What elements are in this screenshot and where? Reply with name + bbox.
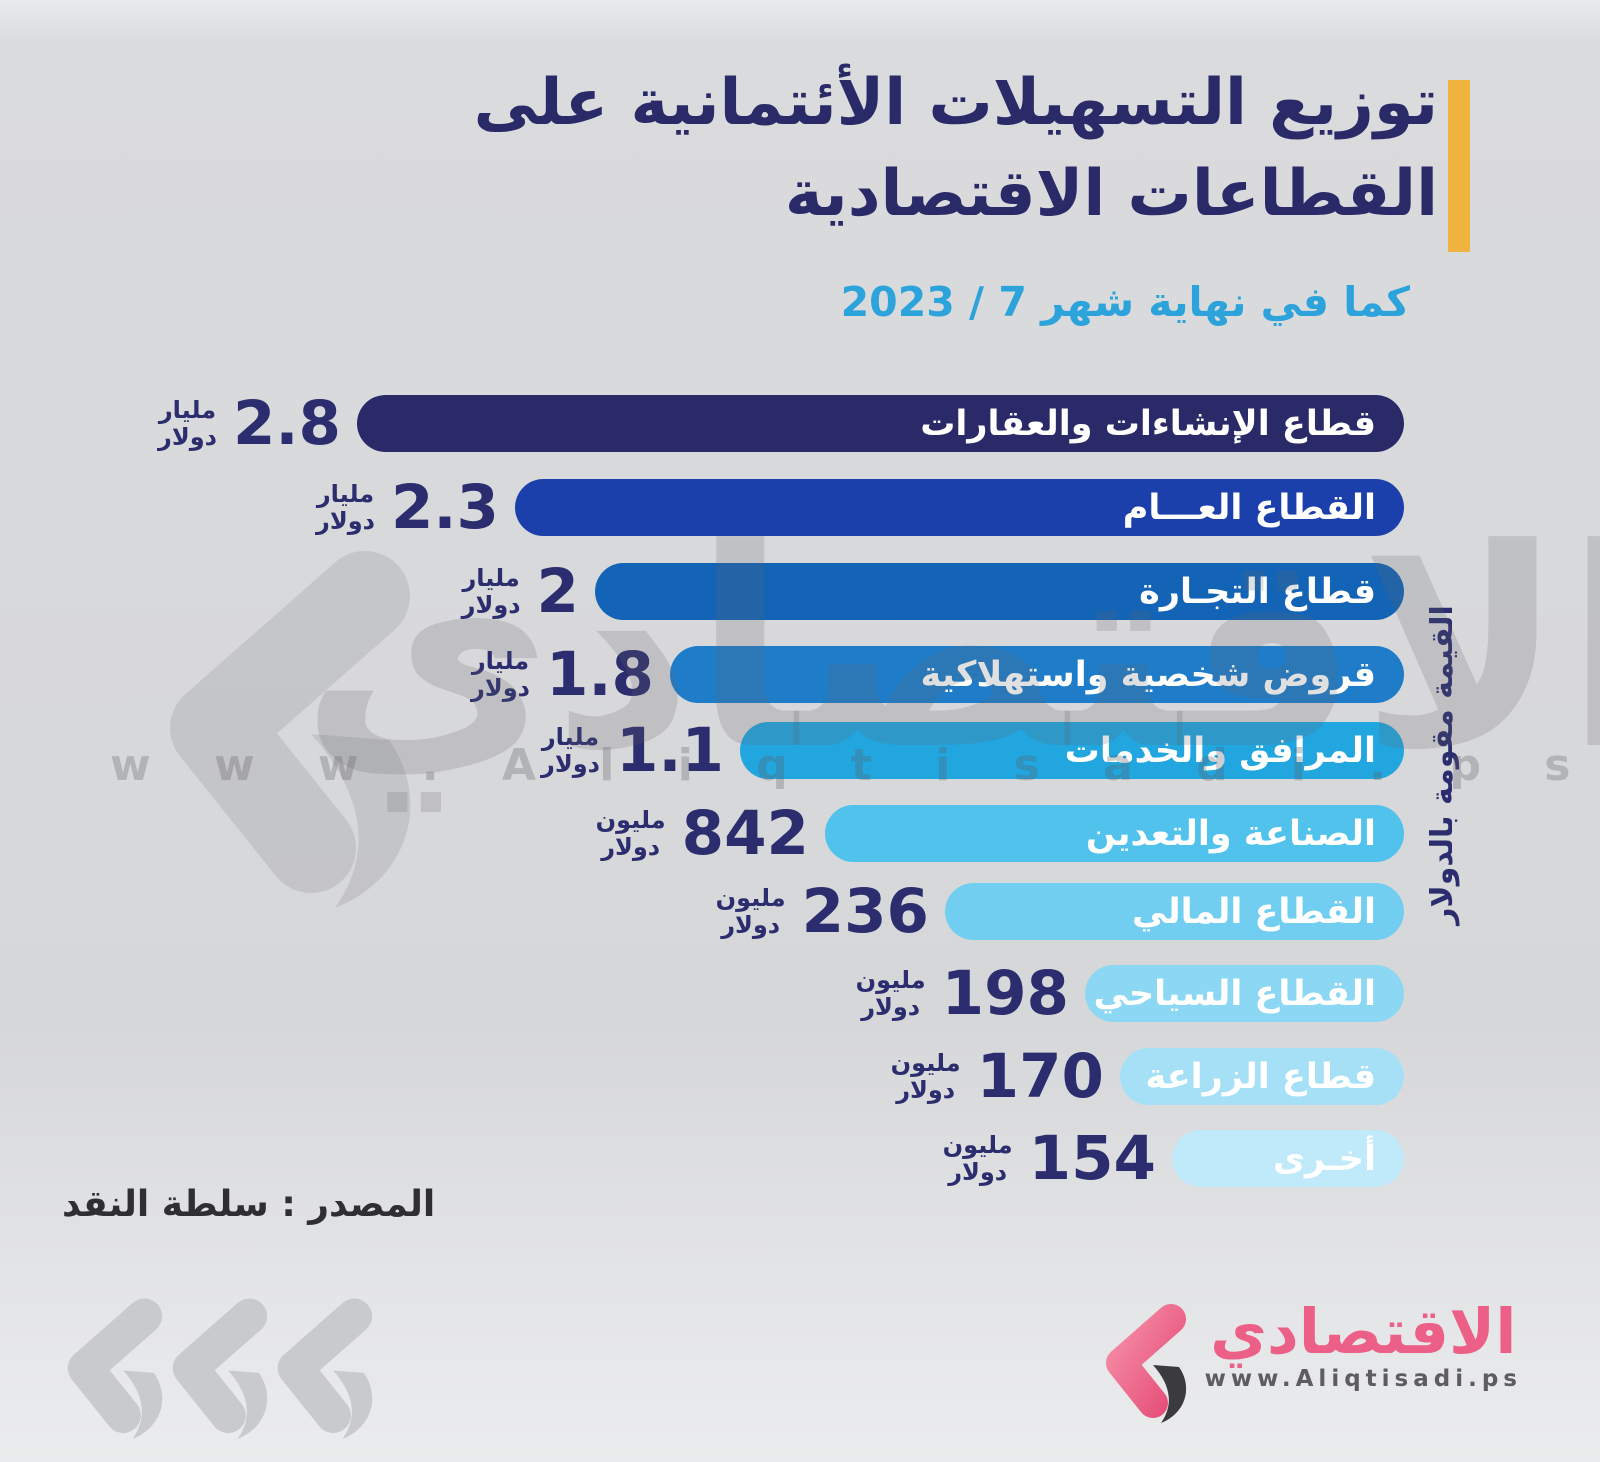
bar-label: قطاع التجـارة [1139, 571, 1376, 612]
bar-label: الصناعة والتعدين [1085, 813, 1376, 854]
bar-unit: مليار دولار [158, 396, 217, 451]
footer-chevrons [50, 1288, 410, 1458]
bar-segment: قروض شخصية واستهلاكية [670, 646, 1404, 703]
chevron-icon [172, 1298, 268, 1439]
page-subtitle: كما في نهاية شهر 7 / 2023 [840, 278, 1410, 326]
bar-value: 198 [941, 958, 1069, 1029]
logo-wordmark: الاقتصادي [1210, 1295, 1517, 1368]
aliqtisadi-logo: الاقتصادي www.Aliqtisadi.ps [1091, 1295, 1522, 1426]
chevron-icon [67, 1298, 163, 1439]
bar-unit: مليار دولار [461, 564, 521, 619]
bar-value: 2.3 [390, 472, 499, 543]
bar-segment: القطاع السياحي [1085, 965, 1404, 1022]
logo-url: www.Aliqtisadi.ps [1204, 1366, 1522, 1393]
bar-label: قطاع الإنشاءات والعقارات [920, 403, 1376, 444]
bar-unit: مليون دولار [595, 806, 666, 861]
chart-row: القطاع المالي 236 مليون دولار [715, 876, 1404, 947]
chart-row: المرافق والخدمات 1.1 مليار دولار [541, 715, 1404, 786]
axis-unit-note: القيمة مقومة بالدولار [1425, 605, 1460, 925]
bar-value: 2.8 [232, 388, 341, 459]
bar-segment: قطاع الإنشاءات والعقارات [357, 395, 1404, 452]
chevron-icon [277, 1298, 373, 1439]
chart-row: أخـرى 154 مليون دولار [942, 1123, 1404, 1194]
bar-unit: مليار دولار [541, 723, 600, 778]
bar-value: 1.8 [545, 639, 654, 710]
bar-value: 236 [801, 876, 929, 947]
bar-label: قطاع الزراعة [1145, 1056, 1376, 1097]
bar-unit: مليار دولار [316, 480, 375, 535]
page-title-line1: توزيع التسهيلات الأئتمانية على [473, 66, 1438, 140]
chart-row: قطاع الزراعة 170 مليون دولار [890, 1041, 1404, 1112]
bar-unit: مليون دولار [942, 1131, 1013, 1186]
aliqtisadi-logo-icon [1105, 1304, 1186, 1423]
bar-value: 154 [1028, 1123, 1156, 1194]
bar-segment: قطاع التجـارة [595, 563, 1404, 620]
source-note: المصدر : سلطة النقد [62, 1184, 436, 1225]
page-title-line2: القطاعات الاقتصادية [784, 156, 1438, 231]
chart-row: القطاع السياحي 198 مليون دولار [855, 958, 1404, 1029]
bar-segment: قطاع الزراعة [1120, 1048, 1404, 1105]
bar-unit: مليون دولار [890, 1049, 961, 1104]
bar-segment: القطاع المالي [945, 883, 1404, 940]
bar-label: المرافق والخدمات [1064, 730, 1376, 771]
chart-row: قروض شخصية واستهلاكية 1.8 مليار دولار [471, 639, 1404, 710]
bar-value: 170 [976, 1041, 1104, 1112]
bar-label: قروض شخصية واستهلاكية [920, 654, 1376, 695]
bar-label: القطاع السياحي [1093, 973, 1376, 1014]
bar-label: أخـرى [1272, 1138, 1376, 1179]
page-title: توزيع التسهيلات الأئتمانية على القطاعات … [474, 58, 1438, 240]
bar-value: 2 [536, 556, 579, 627]
bar-unit: مليون دولار [855, 966, 926, 1021]
title-accent-bar [1448, 80, 1470, 252]
bar-value: 1.1 [615, 715, 724, 786]
bar-label: القطاع المالي [1132, 891, 1376, 932]
chart-row: قطاع الإنشاءات والعقارات 2.8 مليار دولار [158, 388, 1404, 459]
bar-label: القطاع العـــام [1122, 487, 1376, 528]
watermark-swoosh-icon [170, 551, 411, 908]
chart-row: القطاع العـــام 2.3 مليار دولار [316, 472, 1404, 543]
bar-segment: القطاع العـــام [515, 479, 1404, 536]
bar-segment: الصناعة والتعدين [825, 805, 1404, 862]
chart-row: قطاع التجـارة 2 مليار دولار [461, 556, 1404, 627]
bar-unit: مليار دولار [471, 647, 530, 702]
bar-segment: أخـرى [1172, 1130, 1404, 1187]
bar-unit: مليون دولار [715, 884, 786, 939]
bar-segment: المرافق والخدمات [740, 722, 1404, 779]
chart-row: الصناعة والتعدين 842 مليون دولار [595, 798, 1404, 869]
bar-value: 842 [681, 798, 809, 869]
